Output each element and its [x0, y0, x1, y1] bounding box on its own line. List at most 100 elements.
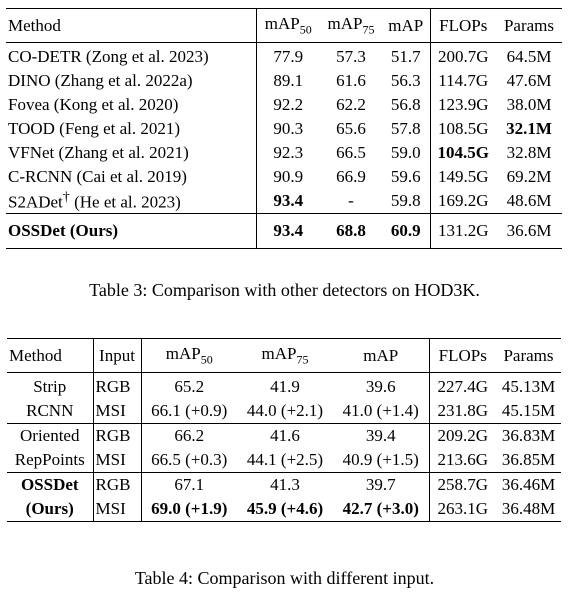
value-cell: 90.3	[273, 119, 304, 138]
header-cell: mAP75	[320, 8, 382, 43]
header-cell: Params	[496, 8, 562, 43]
table-3: Method mAP50 mAP75 mAP FLOPs Params CO-DETR (Z…	[6, 8, 562, 249]
header-cell: mAP50	[141, 338, 237, 373]
value-cell: 93.4	[273, 191, 304, 210]
header-subscript: 75	[296, 352, 309, 367]
value-cell: 263.1G	[437, 499, 489, 518]
header-text: mAP	[261, 343, 297, 363]
value-cell: 200.7G	[437, 47, 489, 66]
method-cell: (Ours)	[7, 497, 94, 522]
header-text: Method	[8, 15, 61, 35]
method-cell: OSSDet	[7, 472, 94, 497]
value-cell: 66.1 (+0.9)	[151, 401, 228, 420]
value-cell: 51.7	[382, 42, 431, 69]
value-cell: 48.6M	[506, 191, 552, 210]
header-text: mAP	[363, 345, 399, 365]
table-row: Fovea (Kong et al. 2020) 92.2 62.2 56.8 123.…	[6, 93, 562, 117]
value-cell: 89.1	[273, 71, 304, 90]
method-cell: OSSDet (Ours)	[6, 213, 257, 249]
method-superscript: †	[62, 189, 70, 206]
value-cell: 69.0 (+1.9)	[151, 499, 228, 518]
value-cell: 44.1 (+2.5)	[246, 450, 324, 469]
table-row: RepPoints MSI 66.5 (+0.3) 44.1 (+2.5) 40.9 (…	[7, 448, 561, 473]
header-cell: FLOPs	[429, 338, 496, 373]
method-name: C-RCNN (Cai et al. 2019)	[8, 167, 187, 186]
value-cell: 114.7G	[438, 71, 489, 90]
value-cell: 64.5M	[506, 47, 552, 66]
header-cell: Method	[7, 338, 94, 373]
value-cell: 231.8G	[437, 401, 489, 420]
table-row: RCNN MSI 66.1 (+0.9) 44.0 (+2.1) 41.0 (+1.4)…	[7, 399, 561, 424]
table-row: Oriented RGB 66.2 41.6 39.4 209.2G 36.83M	[7, 423, 561, 448]
method-name: S2ADet	[8, 192, 63, 212]
value-cell: 36.46M	[496, 472, 561, 497]
method-cell: Oriented	[7, 423, 94, 448]
value-cell: 41.3	[237, 472, 333, 497]
header-cell: mAP	[333, 338, 430, 373]
value-cell: 45.9 (+4.6)	[246, 499, 324, 518]
value-cell: 36.48M	[501, 499, 556, 518]
value-cell: 227.4G	[437, 377, 489, 396]
value-cell: 41.0 (+1.4)	[333, 399, 430, 424]
method-cell: S2ADet† (He et al. 2023)	[6, 189, 257, 214]
table-row: C-RCNN (Cai et al. 2019) 90.9 66.9 59.6 149.…	[6, 165, 562, 189]
value-cell: 62.2	[336, 95, 366, 114]
table-row: TOOD (Feng et al. 2021) 90.3 65.6 57.8 108.5…	[6, 117, 562, 141]
value-cell: 39.7	[333, 472, 430, 497]
value-cell: 209.2G	[429, 423, 496, 448]
method-name: TOOD (Feng et al. 2021)	[8, 119, 181, 138]
method-name: CO-DETR (Zong et al. 2023)	[8, 47, 209, 66]
method-cell: Fovea (Kong et al. 2020)	[6, 93, 257, 117]
value-cell: 149.5G	[437, 167, 489, 186]
header-text: FLOPs	[439, 15, 488, 35]
value-cell: 92.2	[273, 95, 304, 114]
header-cell: mAP75	[237, 338, 333, 373]
value-cell: 77.9	[273, 47, 304, 66]
value-cell: 45.13M	[501, 377, 556, 396]
header-text: Method	[9, 345, 62, 365]
method-cell: VFNet (Zhang et al. 2021)	[6, 141, 257, 165]
header-text: mAP	[264, 13, 300, 33]
value-cell: 65.6	[336, 119, 366, 138]
value-cell: 108.5G	[437, 119, 489, 138]
method-cell: C-RCNN (Cai et al. 2019)	[6, 165, 257, 189]
value-cell: 104.5G	[437, 143, 489, 162]
header-cell: Params	[496, 338, 561, 373]
header-text: FLOPs	[438, 345, 487, 365]
input-cell: MSI	[93, 497, 142, 522]
method-cell: Strip	[7, 372, 94, 399]
value-cell: 41.9	[270, 377, 300, 396]
value-cell: 66.9	[336, 167, 366, 186]
value-cell: 59.6	[382, 165, 431, 189]
value-cell: 38.0M	[506, 95, 552, 114]
value-cell: 44.0 (+2.1)	[246, 401, 324, 420]
value-cell: 39.4	[333, 423, 430, 448]
caption: Table 4: Comparison with different input…	[134, 568, 435, 588]
caption: Table 3: Comparison with other detectors…	[89, 280, 480, 300]
table-row: VFNet (Zhang et al. 2021) 92.3 66.5 59.0 104…	[6, 141, 562, 165]
value-cell: 67.1	[141, 472, 237, 497]
value-cell: 123.9G	[437, 95, 489, 114]
table-row: CO-DETR (Zong et al. 2023) 77.9 57.3 51.7 20…	[6, 42, 562, 69]
header-subscript: 50	[200, 352, 213, 367]
table-row: (Ours) MSI 69.0 (+1.9) 45.9 (+4.6) 42.7 (+3.…	[7, 497, 561, 522]
value-cell: 45.15M	[501, 401, 556, 420]
value-cell: 68.8	[320, 213, 382, 249]
header-cell: mAP50	[256, 8, 320, 43]
value-cell: 56.8	[382, 93, 431, 117]
input-cell: RGB	[93, 472, 142, 497]
value-cell: 59.0	[382, 141, 431, 165]
method-cell: DINO (Zhang et al. 2022a)	[6, 69, 257, 93]
header-row: Method Input mAP50 mAP75 mAP FLOPs Params	[7, 338, 561, 373]
method-cell: CO-DETR (Zong et al. 2023)	[6, 42, 257, 69]
value-cell: 32.1M	[506, 119, 552, 138]
value-cell: 92.3	[273, 143, 304, 162]
value-cell: 65.2	[174, 377, 205, 396]
table-row: OSSDet (Ours) 93.4 68.8 60.9 131.2G 36.6M	[6, 213, 562, 249]
header-cell: Input	[93, 338, 142, 373]
input-cell: RGB	[93, 423, 142, 448]
method-name: DINO (Zhang et al. 2022a)	[8, 71, 193, 90]
header-text: mAP	[165, 343, 201, 363]
value-cell: 213.6G	[437, 450, 489, 469]
method-name: VFNet (Zhang et al. 2021)	[8, 143, 189, 162]
